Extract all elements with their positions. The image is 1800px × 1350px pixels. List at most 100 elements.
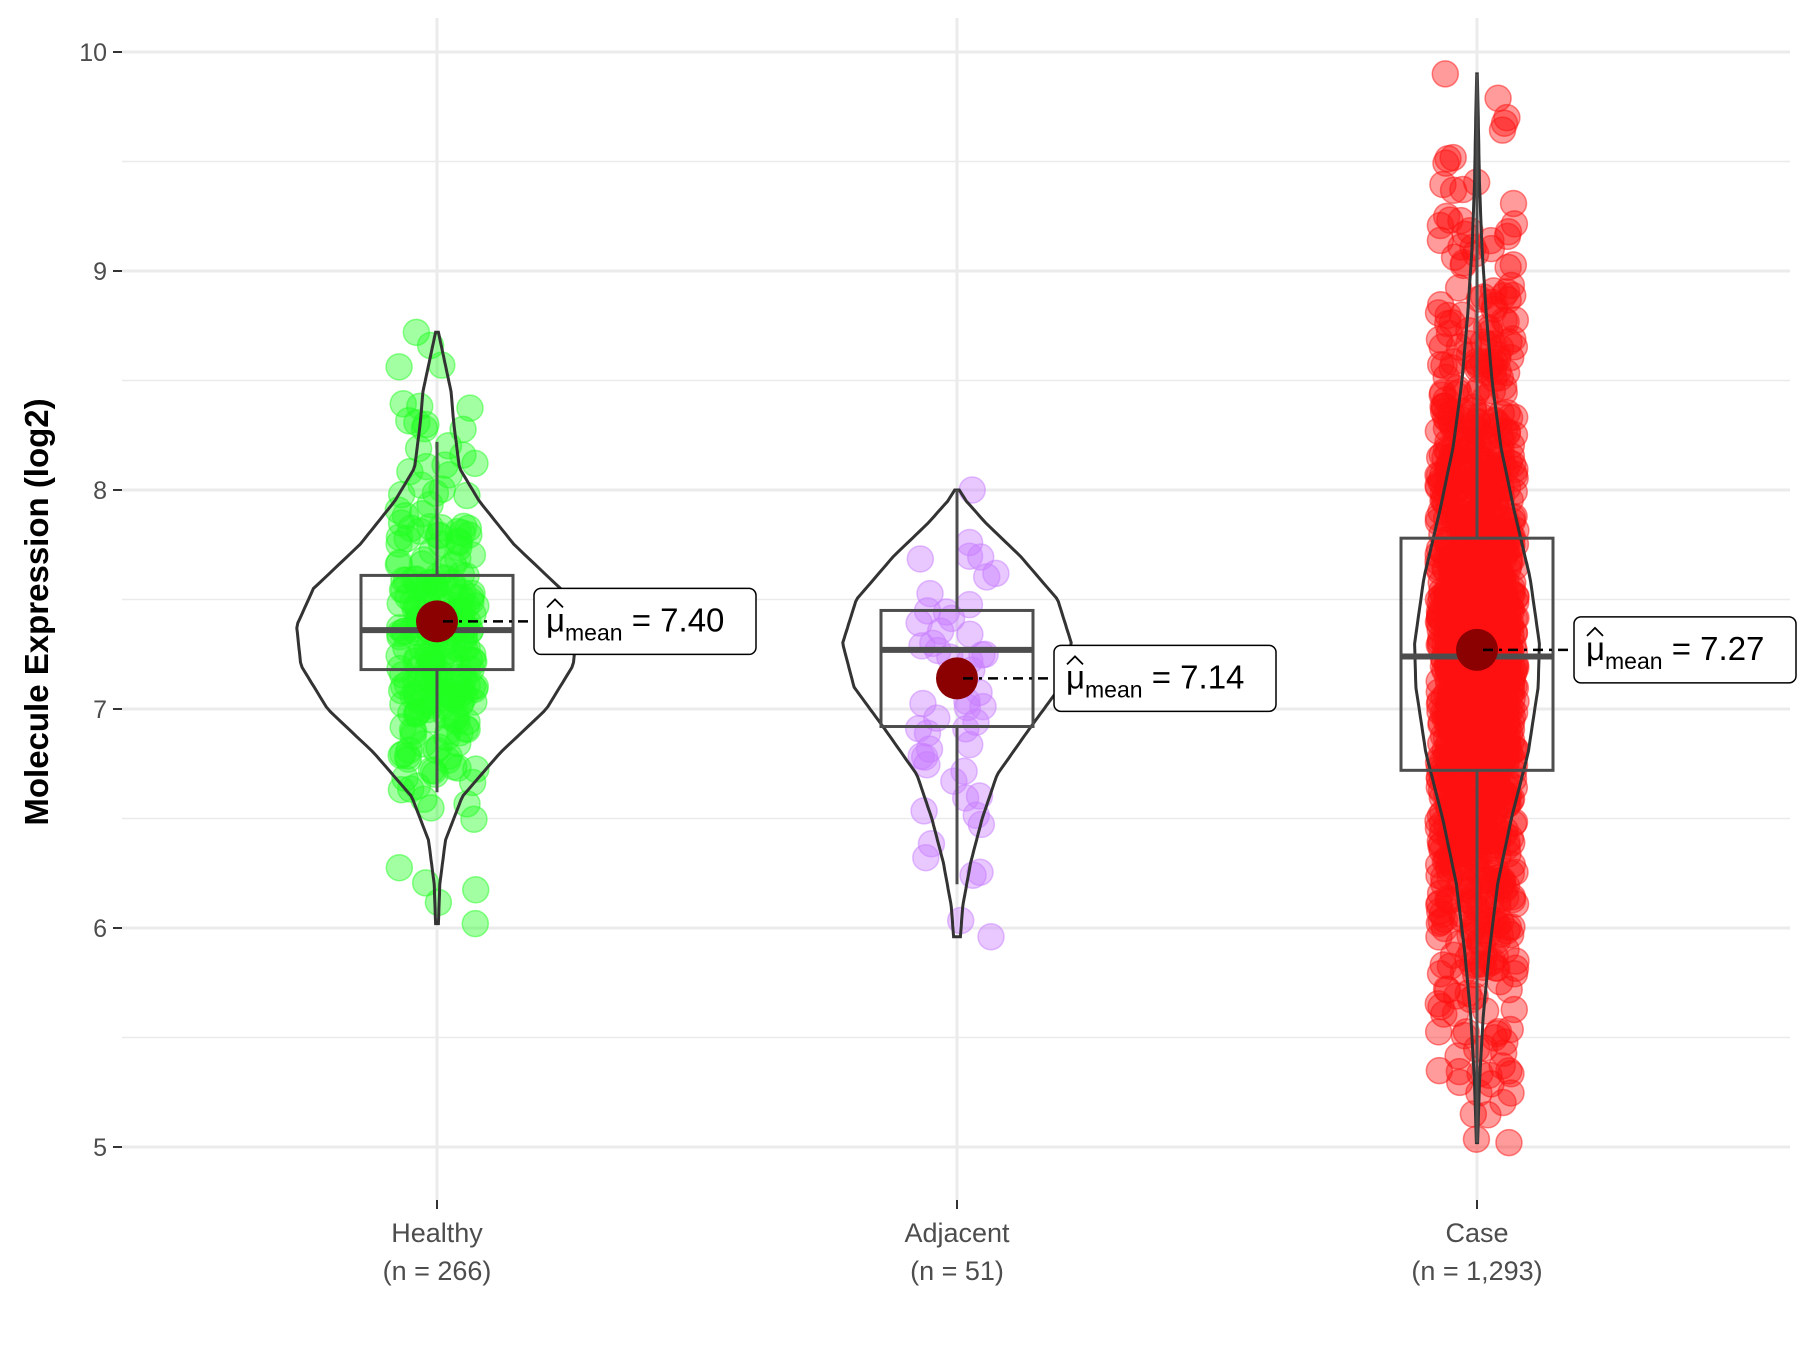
data-point [906, 545, 935, 573]
data-point [385, 530, 413, 558]
data-point [387, 775, 416, 804]
data-point [1454, 551, 1482, 580]
data-point [1490, 534, 1518, 562]
data-point [385, 853, 414, 882]
data-point [962, 708, 990, 737]
mean-hat [1586, 626, 1604, 637]
mean-label-box [1053, 644, 1277, 713]
data-point [1461, 424, 1490, 452]
data-point [1434, 428, 1462, 456]
mean-value: 7.27 [1700, 630, 1764, 667]
data-point [418, 645, 446, 674]
mean-symbol: μ [1586, 630, 1605, 667]
data-point [907, 742, 936, 770]
data-point [1498, 850, 1527, 879]
mean-value: 7.14 [1180, 658, 1244, 695]
mean-point [416, 600, 458, 643]
y-tick-label: 10 [79, 39, 107, 67]
mean-point [1456, 628, 1498, 671]
data-point [977, 923, 1005, 951]
data-point [417, 794, 445, 822]
series-case: μmean = 7.27 [1399, 60, 1797, 1157]
y-tick-label: 8 [93, 477, 107, 505]
data-point [1499, 251, 1528, 279]
data-point [410, 414, 439, 443]
data-point [955, 590, 984, 619]
y-tick-label: 6 [93, 915, 107, 943]
data-point [1451, 687, 1479, 715]
x-tick-sublabel: (n = 1,293) [1411, 1256, 1542, 1286]
mean-value: 7.40 [660, 601, 724, 638]
data-point [1440, 786, 1469, 815]
mean-subscript: mean [1085, 676, 1143, 702]
data-point [1432, 149, 1460, 177]
data-point [419, 675, 447, 703]
mean-symbol: μ [546, 601, 565, 638]
data-point [1502, 947, 1530, 975]
data-point [1438, 308, 1467, 337]
data-point [932, 598, 961, 626]
data-point [913, 719, 942, 747]
data-point [461, 449, 489, 478]
data-point [461, 909, 490, 938]
data-point [391, 764, 419, 792]
box-healthy [359, 573, 515, 672]
data-point [1446, 467, 1475, 496]
mean-subscript: mean [565, 619, 623, 645]
y-axis-label: Molecule Expression (log2) [18, 398, 55, 825]
data-point [1461, 787, 1489, 816]
data-point [455, 521, 483, 549]
series-adjacent: μmean = 7.14 [841, 476, 1277, 951]
data-point [1480, 773, 1508, 801]
data-point [1494, 286, 1522, 314]
data-point [1428, 333, 1456, 361]
data-point [448, 678, 477, 707]
data-point [958, 476, 986, 504]
data-point [1502, 583, 1530, 611]
data-point [1424, 989, 1453, 1018]
mean-point [936, 657, 978, 700]
data-point [1472, 879, 1501, 907]
data-point [1436, 952, 1465, 981]
data-point [1497, 1059, 1525, 1088]
data-point [1428, 381, 1456, 409]
data-point [1484, 1018, 1513, 1046]
data-point [1426, 211, 1455, 240]
data-point [1469, 594, 1497, 622]
data-point [1474, 505, 1502, 534]
data-point [909, 689, 937, 718]
x-tick-label: Adjacent [904, 1218, 1010, 1248]
data-point [1489, 744, 1518, 773]
data-point [1426, 350, 1455, 379]
data-point [385, 523, 414, 552]
data-point [940, 767, 968, 795]
data-point [1432, 544, 1461, 572]
y-tick-label: 7 [93, 696, 107, 724]
mean-label-box [1573, 616, 1797, 684]
data-point [387, 677, 416, 705]
data-point [1425, 690, 1454, 718]
data-point [391, 501, 420, 530]
mean-hat [1066, 655, 1084, 665]
data-point [950, 757, 978, 786]
mean-label: μmean = 7.27 [1586, 630, 1764, 674]
mean-equals: = [1143, 658, 1181, 695]
mean-label: μmean = 7.40 [546, 601, 724, 645]
data-point [1435, 319, 1464, 348]
data-point [407, 471, 435, 499]
data-point [1495, 975, 1523, 1004]
data-point [1434, 885, 1462, 913]
mean-equals: = [623, 601, 661, 638]
violin-adjacent [841, 488, 1073, 939]
data-point [385, 353, 413, 381]
x-tick-sublabel: (n = 51) [910, 1256, 1004, 1286]
data-point [459, 646, 487, 675]
data-point [1448, 691, 1477, 720]
mean-symbol: μ [1066, 658, 1085, 695]
mean-equals: = [1663, 630, 1701, 667]
data-point [460, 805, 488, 834]
data-point [1463, 722, 1491, 751]
data-point [456, 394, 484, 422]
